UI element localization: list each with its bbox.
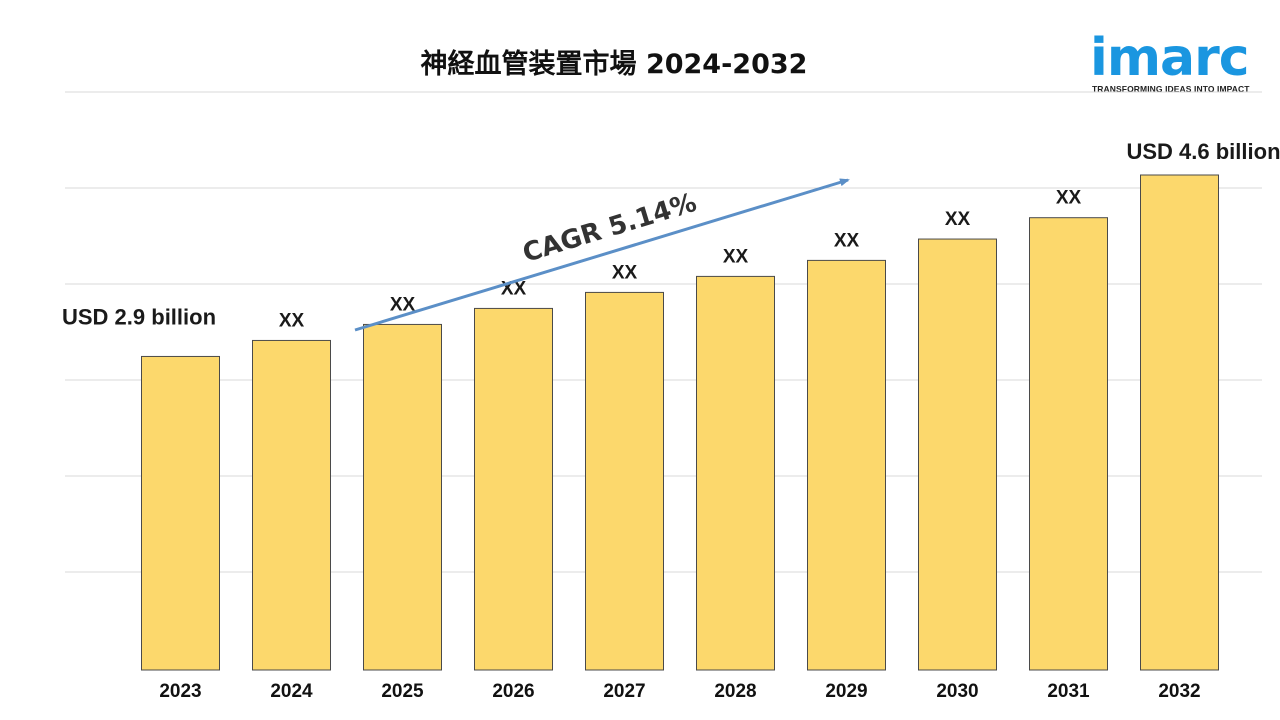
bar-2030: [918, 238, 997, 671]
imarc-logo: imarc TRANSFORMING IDEAS INTO IMPACT: [1090, 18, 1265, 98]
bar-2024: [252, 339, 331, 671]
x-tick-2024: 2024: [270, 681, 313, 702]
x-tick-2027: 2027: [603, 681, 645, 702]
data-label-2029: XX: [834, 230, 860, 251]
cagr-arrow-line: [354, 178, 850, 332]
x-tick-2029: 2029: [825, 681, 867, 702]
data-label-2025: XX: [390, 294, 416, 315]
data-label-2024: XX: [279, 310, 305, 331]
x-tick-2032: 2032: [1158, 681, 1200, 702]
x-tick-2023: 2023: [159, 681, 201, 702]
data-label-2031: XX: [1056, 188, 1082, 209]
bar-2028: [696, 275, 775, 671]
bar-2026: [474, 307, 553, 671]
chart-title: 神経血管装置市場 2024-2032: [420, 49, 808, 80]
cagr-annotation: CAGR 5.14%: [519, 188, 700, 269]
data-label-2028: XX: [723, 246, 749, 267]
bar-2027: [585, 291, 664, 671]
bar-2023: [141, 355, 220, 671]
x-tick-2028: 2028: [714, 681, 756, 702]
data-label-2027: XX: [612, 262, 638, 283]
logo-tagline: TRANSFORMING IDEAS INTO IMPACT: [1092, 84, 1250, 94]
logo-wordmark: imarc: [1090, 28, 1250, 88]
x-tick-2031: 2031: [1047, 681, 1090, 702]
x-tick-2030: 2030: [936, 681, 978, 702]
x-tick-2025: 2025: [381, 681, 424, 702]
data-label-2023: USD 2.9 billion: [62, 304, 216, 329]
data-label-2030: XX: [945, 209, 971, 230]
x-tick-2026: 2026: [492, 681, 534, 702]
bar-2025: [363, 323, 442, 671]
bar-2029: [807, 259, 886, 671]
bar-2031: [1029, 217, 1108, 671]
data-label-2032: USD 4.6 billion: [1126, 139, 1280, 164]
x-tick-labels: 2023 2024 2025 2026 2027 2028 2029 2030 2031 2032: [159, 681, 1200, 702]
bar-2032: [1140, 174, 1219, 671]
bars: [141, 174, 1219, 671]
